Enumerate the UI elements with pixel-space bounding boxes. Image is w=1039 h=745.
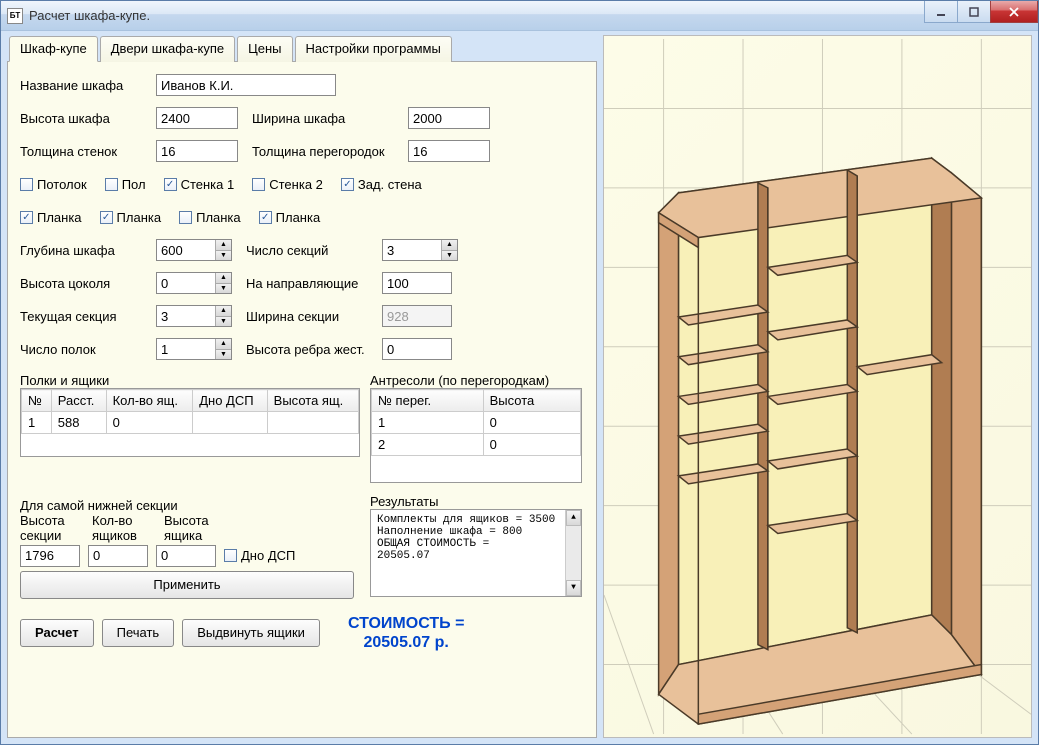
window-title: Расчет шкафа-купе.: [29, 8, 925, 23]
name-label: Название шкафа: [20, 78, 148, 93]
minimize-button[interactable]: [924, 1, 958, 23]
shelves-table[interactable]: № Расст. Кол-во ящ. Дно ДСП Высота ящ. 1…: [20, 388, 360, 457]
lower-v3-input[interactable]: [156, 545, 216, 567]
titlebar: БТ Расчет шкафа-купе.: [1, 1, 1038, 31]
app-icon: БТ: [7, 8, 23, 24]
back-check[interactable]: ✓Зад. стена: [341, 177, 422, 192]
tab-settings[interactable]: Настройки программы: [295, 36, 452, 62]
width-label: Ширина шкафа: [252, 111, 400, 126]
width-input[interactable]: [408, 107, 490, 129]
lower-v2-input[interactable]: [88, 545, 148, 567]
sec-width-label: Ширина секции: [246, 309, 374, 324]
lower-c3-label: Высота ящика: [164, 513, 228, 543]
lower-c1-label: Высота секции: [20, 513, 84, 543]
close-button[interactable]: [990, 1, 1038, 23]
cur-section-label: Текущая секция: [20, 309, 148, 324]
height-input[interactable]: [156, 107, 238, 129]
antr-table[interactable]: № перег. Высота 1 0 2 0: [370, 388, 582, 483]
print-button[interactable]: Печать: [102, 619, 175, 647]
depth-label: Глубина шкафа: [20, 243, 148, 258]
sections-label: Число секций: [246, 243, 374, 258]
drawers-button[interactable]: Выдвинуть ящики: [182, 619, 320, 647]
table-row[interactable]: 1 588 0: [22, 412, 359, 434]
preview-3d[interactable]: [603, 35, 1032, 738]
height-label: Высота шкафа: [20, 111, 148, 126]
part-thick-input[interactable]: [408, 140, 490, 162]
app-window: БТ Расчет шкафа-купе. Шкаф-купе Двери шк…: [0, 0, 1039, 745]
depth-spinner[interactable]: ▲▼: [156, 239, 232, 261]
wall-thick-input[interactable]: [156, 140, 238, 162]
shelves-count-label: Число полок: [20, 342, 148, 357]
tab-prices[interactable]: Цены: [237, 36, 292, 62]
window-controls: [925, 1, 1038, 30]
wall-thick-label: Толщина стенок: [20, 144, 148, 159]
sec-width-input: [382, 305, 452, 327]
plinth-spinner[interactable]: ▲▼: [156, 272, 232, 294]
wall1-check[interactable]: ✓Стенка 1: [164, 177, 235, 192]
cur-section-spinner[interactable]: ▲▼: [156, 305, 232, 327]
floor-check[interactable]: Пол: [105, 177, 146, 192]
dno-check[interactable]: Дно ДСП: [224, 548, 295, 563]
lower-v1-input[interactable]: [20, 545, 80, 567]
left-pane: Шкаф-купе Двери шкафа-купе Цены Настройк…: [7, 35, 597, 738]
plank2-check[interactable]: ✓Планка: [100, 210, 162, 225]
plinth-label: Высота цоколя: [20, 276, 148, 291]
results-scrollbar[interactable]: ▲ ▼: [565, 510, 581, 596]
part-thick-label: Толщина перегородок: [252, 144, 400, 159]
ceiling-check[interactable]: Потолок: [20, 177, 87, 192]
ontrack-label: На направляющие: [246, 276, 374, 291]
plank4-check[interactable]: ✓Планка: [259, 210, 321, 225]
lower-c2-label: Кол-во ящиков: [92, 513, 156, 543]
sections-spinner[interactable]: ▲▼: [382, 239, 458, 261]
rib-label: Высота ребра жест.: [246, 342, 374, 357]
shelves-count-spinner[interactable]: ▲▼: [156, 338, 232, 360]
table-row[interactable]: 1 0: [372, 412, 581, 434]
wardrobe-3d-icon: [604, 36, 1031, 737]
scroll-down-icon[interactable]: ▼: [566, 580, 581, 596]
results-box: Комплекты для ящиков = 3500 Наполнение ш…: [370, 509, 582, 597]
name-input[interactable]: [156, 74, 336, 96]
tab-content: Название шкафа Высота шкафа Ширина шкафа…: [7, 61, 597, 738]
window-body: Шкаф-купе Двери шкафа-купе Цены Настройк…: [1, 31, 1038, 744]
scroll-up-icon[interactable]: ▲: [566, 510, 581, 526]
antr-table-title: Антресоли (по перегородкам): [370, 373, 582, 388]
tab-wardrobe[interactable]: Шкаф-купе: [9, 36, 98, 62]
calc-button[interactable]: Расчет: [20, 619, 94, 647]
shelves-table-title: Полки и ящики: [20, 373, 360, 388]
rib-input[interactable]: [382, 338, 452, 360]
apply-button[interactable]: Применить: [20, 571, 354, 599]
table-row[interactable]: 2 0: [372, 434, 581, 456]
results-title: Результаты: [370, 494, 582, 509]
maximize-button[interactable]: [957, 1, 991, 23]
ontrack-input[interactable]: [382, 272, 452, 294]
lower-title: Для самой нижней секции: [20, 498, 360, 513]
plank1-check[interactable]: ✓Планка: [20, 210, 82, 225]
wall2-check[interactable]: Стенка 2: [252, 177, 323, 192]
cost-label: СТОИМОСТЬ =20505.07 р.: [348, 614, 464, 652]
plank3-check[interactable]: Планка: [179, 210, 241, 225]
tab-doors[interactable]: Двери шкафа-купе: [100, 36, 235, 62]
checkbox-row-1: Потолок Пол ✓Стенка 1 Стенка 2 ✓Зад. сте…: [20, 171, 584, 197]
checkbox-row-2: ✓Планка ✓Планка Планка ✓Планка: [20, 204, 584, 230]
tabstrip: Шкаф-купе Двери шкафа-купе Цены Настройк…: [7, 35, 597, 61]
bottom-buttons: Расчет Печать Выдвинуть ящики СТОИМОСТЬ …: [20, 614, 584, 652]
